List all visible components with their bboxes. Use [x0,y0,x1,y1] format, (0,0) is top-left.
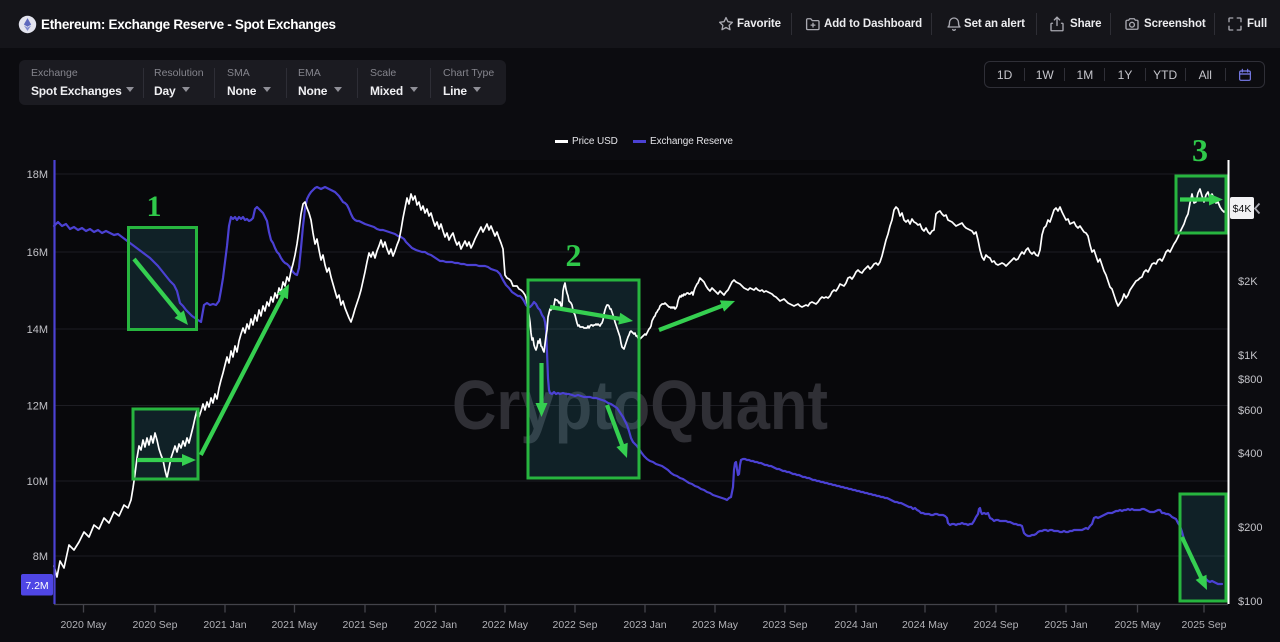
svg-text:2022 May: 2022 May [482,619,529,631]
svg-text:$400: $400 [1238,448,1262,460]
svg-text:16M: 16M [27,247,48,259]
svg-text:2: 2 [566,237,582,273]
svg-text:2024 May: 2024 May [902,619,949,631]
svg-text:2023 Jan: 2023 Jan [623,619,666,631]
svg-text:2022 Sep: 2022 Sep [553,619,598,631]
svg-text:2021 Sep: 2021 Sep [343,619,388,631]
svg-text:$800: $800 [1238,374,1262,386]
svg-text:2020 Sep: 2020 Sep [133,619,178,631]
svg-text:2020 May: 2020 May [60,619,107,631]
svg-text:2021 Jan: 2021 Jan [203,619,246,631]
svg-text:$600: $600 [1238,405,1262,417]
svg-text:1: 1 [147,190,162,223]
svg-text:2024 Sep: 2024 Sep [974,619,1019,631]
svg-text:2023 Sep: 2023 Sep [763,619,808,631]
svg-text:$4K: $4K [1233,203,1252,215]
svg-text:$2K: $2K [1238,276,1258,288]
svg-text:2025 May: 2025 May [1114,619,1161,631]
svg-text:2021 May: 2021 May [271,619,318,631]
svg-text:3: 3 [1192,132,1208,168]
svg-text:2024 Jan: 2024 Jan [834,619,877,631]
svg-text:12M: 12M [27,401,48,413]
svg-text:$200: $200 [1238,522,1262,534]
svg-text:2025 Jan: 2025 Jan [1044,619,1087,631]
svg-text:2022 Jan: 2022 Jan [414,619,457,631]
svg-text:$100: $100 [1238,596,1262,608]
svg-text:7.2M: 7.2M [25,580,48,592]
svg-text:8M: 8M [33,551,48,563]
svg-text:14M: 14M [27,324,48,336]
svg-text:$1K: $1K [1238,350,1258,362]
svg-text:18M: 18M [27,169,48,181]
svg-text:2025 Sep: 2025 Sep [1182,619,1227,631]
svg-text:10M: 10M [27,476,48,488]
svg-text:2023 May: 2023 May [692,619,739,631]
